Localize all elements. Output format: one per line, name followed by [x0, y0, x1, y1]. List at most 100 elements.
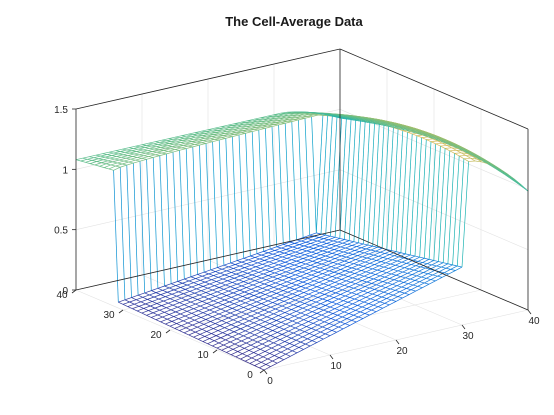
mesh-line-x [251, 272, 259, 276]
mesh-line-y [254, 306, 260, 309]
mesh-line-y [299, 329, 305, 332]
mesh-line-y [251, 357, 257, 361]
mesh-line-x [143, 305, 151, 309]
mesh-line-x [321, 239, 329, 243]
mesh-line-x [169, 295, 177, 299]
mesh-line-x [283, 325, 291, 330]
mesh-line-x [352, 251, 360, 255]
mesh-line-x [322, 247, 330, 252]
mesh-line-x [369, 118, 377, 121]
mesh-line-x [252, 258, 260, 262]
mesh-line-y [214, 285, 220, 288]
mesh-line-x [243, 255, 251, 259]
mesh-line-x [307, 280, 315, 284]
mesh-line-y [207, 287, 213, 291]
mesh-line-y [261, 331, 267, 334]
mesh-line-x [183, 329, 191, 334]
mesh-line-x [258, 269, 266, 273]
mesh-line-x [206, 134, 214, 137]
mesh-line-x [351, 242, 359, 246]
mesh-line-y [162, 289, 168, 293]
mesh-line-x [189, 141, 197, 145]
mesh-line-x [231, 269, 239, 273]
mesh-line-y [224, 327, 230, 331]
mesh-line-x [257, 260, 265, 264]
mesh-line-x [377, 303, 385, 308]
mesh-line-x [327, 297, 335, 301]
mesh-line-y [166, 307, 172, 311]
mesh-line-x [257, 123, 265, 126]
mesh-line-x [461, 146, 468, 152]
mesh-line-x [211, 134, 219, 137]
mesh-line-x [221, 135, 228, 139]
mesh-line-x [215, 320, 222, 324]
mesh-line-x [222, 129, 229, 132]
mesh-line-x [277, 359, 284, 364]
mesh-line-y [331, 330, 337, 333]
mesh-line-x [89, 154, 96, 158]
mesh-line-x [308, 113, 316, 115]
mesh-line-x [389, 251, 397, 255]
mesh-line-x [453, 143, 461, 149]
mesh-line-y [141, 158, 147, 160]
mesh-line-x [362, 121, 371, 244]
mesh-line-y [295, 327, 301, 331]
mesh-line-y [131, 297, 137, 300]
mesh-line-x [180, 140, 188, 143]
mesh-line-y [237, 269, 243, 272]
mesh-line-x [241, 337, 249, 342]
mesh-line-x [283, 355, 291, 361]
mesh-line-x [135, 158, 142, 161]
mesh-line-x [299, 112, 307, 115]
mesh-line-y [368, 303, 374, 306]
mesh-line-x [202, 309, 210, 314]
mesh-line-y [352, 303, 358, 306]
mesh-line-x [282, 314, 290, 318]
mesh-line-x [406, 284, 414, 289]
x-tick-label: 40 [528, 316, 540, 327]
mesh-line-x [182, 306, 190, 310]
mesh-line-y [234, 314, 240, 318]
mesh-line-x [246, 124, 254, 127]
mesh-line-x [228, 343, 236, 348]
mesh-line-y [223, 344, 229, 348]
mesh-line-x [354, 270, 362, 274]
mesh-line-y [314, 236, 320, 238]
mesh-line-x [282, 118, 290, 122]
mesh-line-x [134, 151, 142, 155]
mesh-line-x [372, 265, 380, 270]
mesh-line-y [178, 291, 184, 295]
mesh-line-x [354, 117, 362, 121]
mesh-line-x [352, 118, 359, 122]
mesh-line-x [222, 276, 230, 280]
mesh-line-y [268, 261, 274, 264]
mesh-line-x [244, 126, 252, 129]
mesh-line-y [406, 288, 412, 291]
mesh-line-x [385, 284, 393, 288]
mesh-line-x [190, 299, 198, 303]
mesh-line-x [367, 289, 375, 293]
mesh-line-y [354, 298, 360, 301]
mesh-line-x [307, 306, 315, 311]
mesh-line-x [360, 116, 368, 120]
mesh-line-y [315, 244, 321, 247]
mesh-line-y [341, 305, 347, 308]
mesh-line-y [192, 297, 198, 300]
mesh-line-x [216, 135, 224, 138]
mesh-line-y [360, 284, 366, 287]
mesh-line-y [358, 289, 364, 292]
mesh-line-x [361, 292, 368, 297]
mesh-line-x [114, 156, 122, 160]
mesh-line-x [102, 151, 110, 155]
mesh-line-x [217, 299, 225, 304]
mesh-line-y [394, 255, 400, 258]
mesh-line-x [467, 150, 475, 156]
mesh-line-x [291, 256, 299, 261]
mesh-line-x [375, 248, 383, 252]
mesh-line-y [313, 295, 319, 298]
mesh-line-y [310, 243, 316, 246]
mesh-line-x [351, 115, 358, 119]
mesh-line-y [389, 278, 395, 281]
mesh-line-x [228, 127, 236, 130]
mesh-line-x [162, 287, 170, 291]
